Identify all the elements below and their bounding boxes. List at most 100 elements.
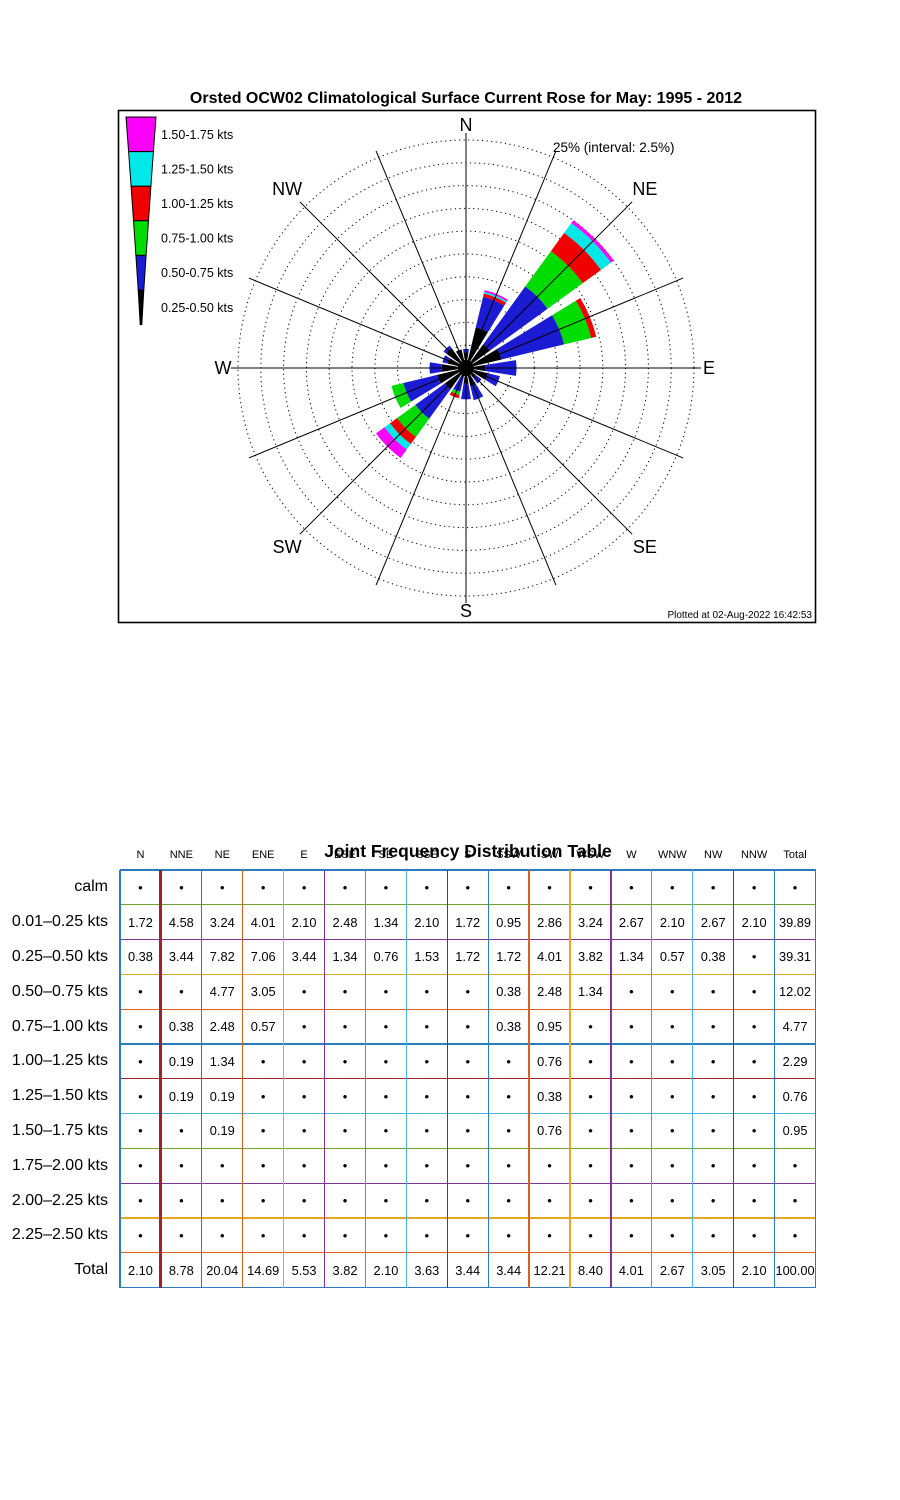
table-grid-vline (446, 870, 448, 1288)
rose-petal-wsw (391, 383, 412, 409)
rose-petal-sse (470, 384, 484, 401)
table-cell: 0.19 (168, 1053, 194, 1069)
table-cell: • (629, 1193, 634, 1209)
legend-swatch (125, 116, 157, 153)
table-cell: • (179, 1158, 184, 1174)
table-cell: • (629, 1019, 634, 1035)
table-cell: 0.19 (168, 1088, 194, 1104)
table-cell: 4.77 (209, 984, 235, 1000)
table-cell: • (588, 1123, 593, 1139)
table-cell: 0.76 (537, 1053, 563, 1069)
compass-label-e: E (703, 358, 715, 378)
table-cell: • (301, 1193, 307, 1209)
table-cell: • (710, 879, 716, 895)
table-cell: • (629, 984, 634, 1000)
table-cell: 2.86 (537, 914, 563, 930)
table-cell: 39.89 (779, 914, 812, 930)
grid-spoke (465, 367, 684, 459)
table-grid-hline (120, 1286, 816, 1289)
table-cell: • (342, 1193, 348, 1209)
rose-petal-nne (484, 290, 508, 302)
table-cell: • (506, 1193, 511, 1209)
table-cell: • (342, 984, 348, 1000)
table-cell: • (138, 1019, 143, 1035)
table-cell: 0.19 (209, 1123, 235, 1139)
table-cell: • (465, 1193, 471, 1209)
table-cell: • (342, 879, 348, 895)
table-cell: 0.38 (700, 949, 726, 965)
column-header-ese: ESE (333, 849, 356, 861)
table-grid-vline (773, 870, 776, 1288)
table-cell: • (588, 1019, 593, 1035)
table-cell: • (342, 1158, 348, 1174)
table-grid-vline (692, 870, 694, 1288)
table-grid-hline (120, 904, 816, 906)
column-header-total: Total (783, 849, 807, 861)
table-cell: • (301, 1158, 307, 1174)
table-cell: • (588, 1193, 593, 1209)
legend-label: 1.00-1.25 kts (161, 197, 233, 211)
compass-label-nw: NW (272, 179, 302, 199)
legend-label: 0.75-1.00 kts (161, 232, 233, 246)
rose-petal-ne (571, 221, 613, 263)
row-label: 1.00–1.25 kts (11, 1052, 108, 1070)
table-grid-vline (569, 870, 571, 1288)
table-cell: • (219, 1227, 225, 1243)
table-cell: • (670, 1158, 675, 1174)
table-cell: • (179, 879, 184, 895)
table-cell: 2.29 (782, 1053, 808, 1069)
table-cell: • (629, 1123, 634, 1139)
table-grid-vline (282, 870, 285, 1288)
row-label: 0.01–0.25 kts (11, 913, 108, 931)
chart-title: Orsted OCW02 Climatological Surface Curr… (189, 90, 743, 107)
table-cell: 2.10 (741, 1262, 767, 1278)
compass-label-ne: NE (632, 179, 657, 199)
row-label: 0.25–0.50 kts (11, 947, 108, 965)
table-cell: 0.57 (659, 949, 685, 965)
table-cell: • (670, 1053, 675, 1069)
column-header-se: SE (378, 849, 394, 861)
table-cell: • (383, 879, 389, 895)
table-cell: 3.05 (700, 1262, 726, 1278)
table-cell: • (301, 1088, 307, 1104)
table-cell: • (219, 1193, 225, 1209)
table-cell: • (710, 1227, 716, 1243)
table-cell: • (424, 1088, 430, 1104)
table-cell: • (710, 1193, 716, 1209)
table-cell: • (383, 1019, 389, 1035)
table-cell: • (424, 1158, 430, 1174)
table-cell: 2.48 (537, 984, 563, 1000)
grid-spoke (465, 367, 633, 535)
table-cell: 0.76 (537, 1123, 563, 1139)
table-cell: • (260, 879, 266, 895)
table-grid-vline (487, 870, 489, 1288)
table-cell: • (751, 984, 757, 1000)
table-grid-hline (120, 938, 816, 941)
table-cell: • (751, 1158, 757, 1174)
table-cell: • (670, 1123, 675, 1139)
table-cell: 1.34 (332, 949, 358, 965)
table-cell: • (670, 1227, 675, 1243)
table-cell: 3.24 (578, 914, 603, 930)
table-cell: • (751, 1053, 757, 1069)
table-cell: • (260, 1053, 266, 1069)
table-cell: 3.63 (414, 1262, 440, 1278)
row-label: 1.75–2.00 kts (11, 1156, 108, 1174)
table-cell: • (710, 1019, 716, 1035)
table-cell: 3.05 (250, 984, 276, 1000)
table-cell: 3.44 (496, 1262, 522, 1278)
table-cell: 0.57 (250, 1019, 276, 1035)
table-grid-hline (120, 1252, 816, 1254)
legend-swatch (132, 220, 150, 256)
table-cell: 0.95 (782, 1123, 808, 1139)
table-cell: 3.82 (332, 1262, 358, 1278)
table-grid-vline (119, 870, 121, 1288)
table-cell: • (465, 984, 471, 1000)
table-cell: 8.40 (578, 1262, 603, 1278)
table-grid-hline (120, 1078, 816, 1080)
table-cell: • (751, 1227, 757, 1243)
table-cell: • (138, 879, 143, 895)
table-cell: 0.95 (537, 1019, 563, 1035)
